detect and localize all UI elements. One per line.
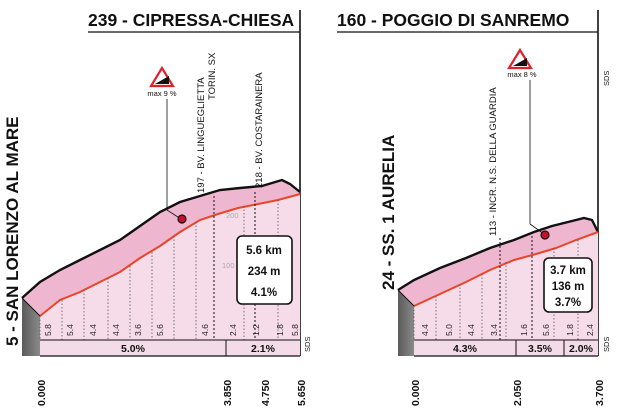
avg-grade-strip — [40, 340, 300, 356]
profile-title: 239 - CIPRESSA-CHIESA — [88, 10, 295, 30]
segment-grade: 1.2 — [251, 324, 261, 336]
segment-grade: 5.4 — [65, 324, 75, 336]
segment-grade: 4.4 — [420, 324, 430, 336]
start-label: 5 - SAN LORENZO AL MARE — [3, 116, 22, 346]
side-block — [398, 290, 414, 356]
avg-grade: 5.0% — [121, 343, 146, 355]
segment-grade: 5.8 — [290, 324, 300, 336]
segment-grade: 4.4 — [111, 324, 121, 336]
summary-box: 5.6 km 234 m 4.1% — [236, 235, 293, 305]
profile-band — [22, 180, 300, 316]
segment-grade: 1.6 — [519, 324, 529, 336]
summary-gain: 234 m — [248, 266, 281, 278]
summary-gain: 136 m — [552, 281, 585, 293]
road-line — [413, 231, 599, 307]
avg-grade: 2.0% — [569, 343, 594, 355]
segment-grades: 5.8 5.4 4.4 4.4 3.6 5.6 4.6 2.4 1.2 1.8 … — [43, 324, 300, 336]
segment-grade: 5.6 — [541, 324, 551, 336]
grid-label-200: 200 — [226, 211, 239, 220]
side-block — [22, 298, 40, 356]
distance-label: 3.700 — [594, 380, 606, 406]
poi-label: 197 - BV. LINGUEGLIETTA — [196, 77, 207, 193]
avg-grade: 2.1% — [251, 343, 276, 355]
max-grade-label: max 9 % — [147, 89, 177, 98]
profile-outline — [397, 216, 600, 292]
segment-grade: 2.4 — [228, 324, 238, 336]
sds-mark: SDS — [303, 337, 312, 352]
poi-sublabel: TORIN. SX — [207, 52, 218, 100]
segment-grade: 4.4 — [466, 324, 476, 336]
summary-avg: 3.7% — [555, 297, 581, 309]
segment-grade: 5.0 — [444, 324, 454, 336]
profile-band — [398, 218, 598, 306]
grid-label-100: 100 — [222, 261, 235, 270]
segment-grade: 3.6 — [133, 324, 143, 336]
sds-mark: SDS — [602, 71, 611, 86]
max-grade-warning: max 8 % — [507, 47, 550, 240]
segment-grade: 2.4 — [585, 324, 595, 336]
avg-grade: 3.5% — [528, 343, 553, 355]
profile-outline — [21, 178, 301, 299]
distance-label: 2.050 — [512, 380, 524, 406]
summary-length: 3.7 km — [550, 265, 586, 277]
max-grade-marker — [177, 214, 187, 224]
segment-grade: 1.8 — [275, 324, 285, 336]
profile-title: 160 - POGGIO DI SANREMO — [337, 10, 569, 30]
segment-grade: 4.6 — [200, 324, 210, 336]
profile-fill — [40, 195, 300, 356]
poi-label: 218 - BV. COSTARAINERA — [254, 72, 265, 188]
distance-label: 0.000 — [410, 380, 422, 406]
segment-grade: 5.8 — [43, 324, 53, 336]
distance-label: 3.850 — [222, 380, 234, 406]
max-grade-label: max 8 % — [507, 70, 537, 79]
summary-avg: 4.1% — [251, 287, 277, 299]
profile-poggio: 160 - POGGIO DI SANREMO 4.4 5.0 4.4 3.4 … — [337, 10, 611, 406]
avg-grade: 4.3% — [453, 343, 478, 355]
start-label: 24 - SS. 1 AURELIA — [379, 135, 398, 290]
max-grade-marker — [540, 230, 550, 240]
distance-label: 4.750 — [260, 380, 272, 406]
summary-length: 5.6 km — [246, 245, 282, 257]
avg-grade-strip — [414, 340, 598, 356]
sds-mark: SDS — [602, 337, 611, 352]
profile-cipressa: 239 - CIPRESSA-CHIESA 200 100 — [3, 10, 312, 406]
segment-grade: 3.4 — [489, 324, 499, 336]
summary-box: 3.7 km 136 m 3.7% — [543, 257, 593, 313]
max-grade-warning: max 9 % — [147, 65, 187, 224]
segment-grade: 4.4 — [88, 324, 98, 336]
distance-label: 0.000 — [36, 380, 48, 406]
segment-grade: 5.6 — [155, 324, 165, 336]
segment-grade: 1.8 — [565, 324, 575, 336]
segment-grades: 4.4 5.0 4.4 3.4 1.6 5.6 1.8 2.4 — [420, 324, 595, 336]
poi-label: 113 - INCR. N.S. DELLA GUARDIA — [488, 87, 499, 236]
distance-label: 5.650 — [296, 380, 308, 406]
